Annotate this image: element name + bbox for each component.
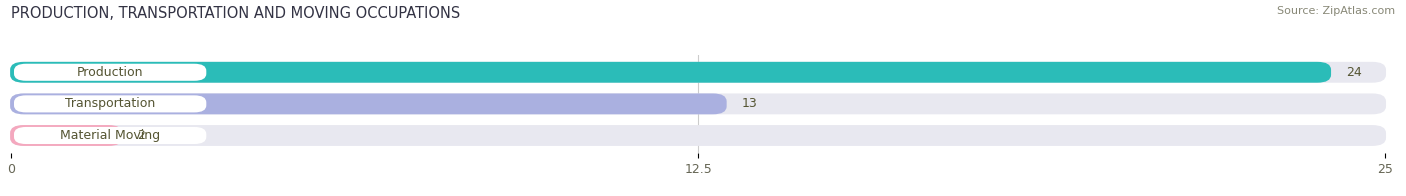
FancyBboxPatch shape [10,93,727,114]
Text: Source: ZipAtlas.com: Source: ZipAtlas.com [1277,6,1395,16]
Text: Material Moving: Material Moving [60,129,160,142]
Text: PRODUCTION, TRANSPORTATION AND MOVING OCCUPATIONS: PRODUCTION, TRANSPORTATION AND MOVING OC… [11,6,461,21]
Text: 2: 2 [138,129,145,142]
Text: Production: Production [77,66,143,79]
Text: 24: 24 [1347,66,1362,79]
Text: Transportation: Transportation [65,97,155,110]
FancyBboxPatch shape [14,127,207,144]
Text: 13: 13 [742,97,758,110]
FancyBboxPatch shape [10,93,1386,114]
FancyBboxPatch shape [14,64,207,81]
FancyBboxPatch shape [10,62,1386,83]
FancyBboxPatch shape [10,62,1331,83]
FancyBboxPatch shape [10,125,1386,146]
FancyBboxPatch shape [10,125,122,146]
FancyBboxPatch shape [14,95,207,113]
